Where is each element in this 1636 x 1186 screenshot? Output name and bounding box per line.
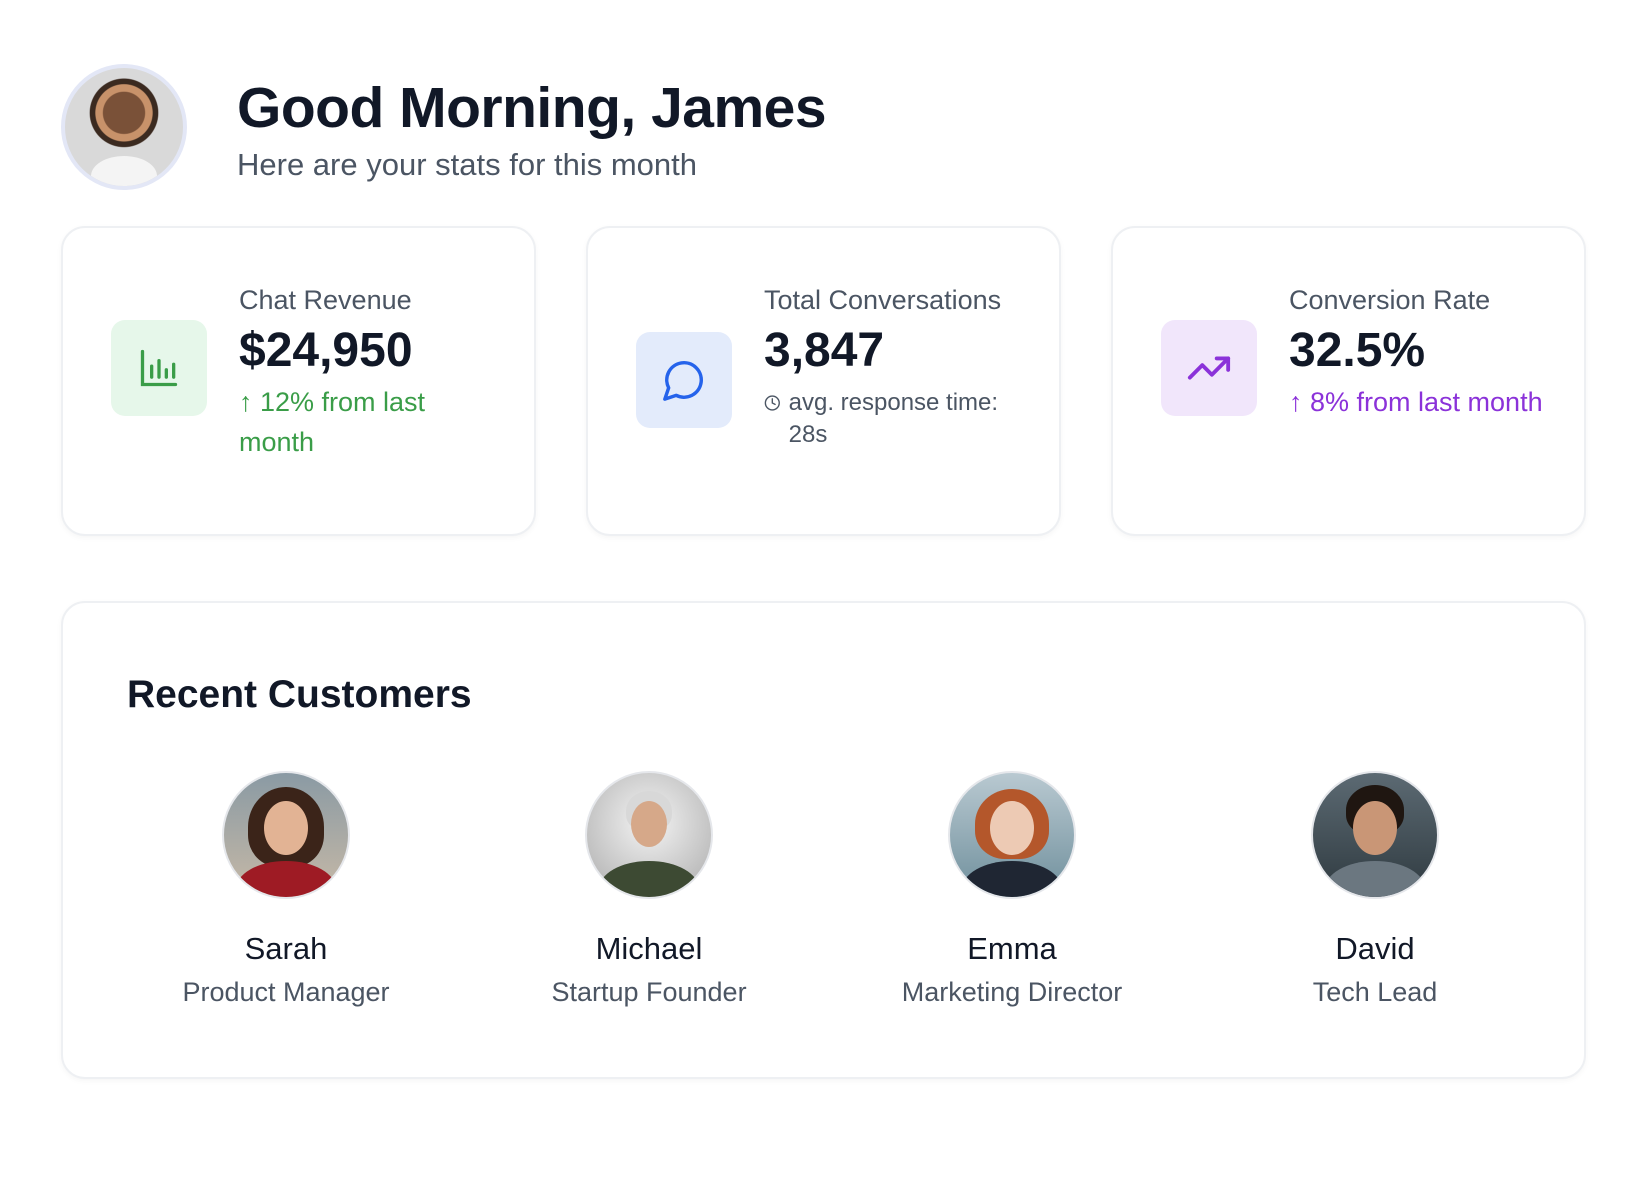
clock-icon	[764, 395, 780, 411]
stat-card-conversion[interactable]: Conversion Rate 32.5% ↑ 8% from last mon…	[1111, 226, 1586, 536]
customer-role: Tech Lead	[1312, 977, 1438, 1007]
recent-customers-title: Recent Customers	[127, 673, 472, 716]
stats-row: Chat Revenue $24,950 ↑ 12% from last mon…	[61, 226, 1586, 536]
stat-label: Total Conversations	[764, 285, 1002, 315]
customer-avatar	[948, 771, 1076, 899]
customer-item[interactable]: David Tech Lead	[1225, 771, 1525, 1009]
customer-item[interactable]: Michael Startup Founder	[499, 771, 799, 1009]
customer-role: Product Manager	[182, 977, 390, 1007]
response-time-text: avg. response time: 28s	[788, 389, 999, 448]
stat-label: Chat Revenue	[239, 285, 412, 315]
response-time: avg. response time: 28s	[764, 387, 1024, 451]
stat-value: 32.5%	[1289, 324, 1426, 377]
customer-item[interactable]: Sarah Product Manager	[136, 771, 436, 1009]
stat-value: $24,950	[239, 324, 413, 377]
customer-avatar	[222, 771, 350, 899]
customer-avatar	[1311, 771, 1439, 899]
greeting-title: Good Morning, James	[237, 76, 827, 140]
customer-role: Marketing Director	[901, 977, 1123, 1007]
trending-up-icon	[1161, 320, 1257, 416]
header: Good Morning, James Here are your stats …	[61, 64, 827, 190]
stat-trend: ↑ 12% from last month	[239, 387, 426, 457]
customer-item[interactable]: Emma Marketing Director	[862, 771, 1162, 1009]
greeting-subtitle: Here are your stats for this month	[237, 147, 698, 182]
bar-chart-icon	[111, 320, 207, 416]
customer-name: Emma	[967, 931, 1057, 966]
stat-card-revenue[interactable]: Chat Revenue $24,950 ↑ 12% from last mon…	[61, 226, 536, 536]
customer-name: David	[1335, 931, 1415, 966]
customer-role: Startup Founder	[551, 977, 747, 1007]
user-avatar[interactable]	[61, 64, 187, 190]
customer-name: Michael	[595, 931, 703, 966]
customer-name: Sarah	[244, 931, 328, 966]
recent-customers-card: Recent Customers Sarah Product Manager M…	[61, 601, 1586, 1079]
header-text: Good Morning, James Here are your stats …	[237, 73, 827, 185]
stat-value: 3,847	[764, 324, 885, 377]
customer-avatar	[585, 771, 713, 899]
stat-label: Conversion Rate	[1289, 285, 1491, 315]
chat-bubble-icon	[636, 332, 732, 428]
stat-card-conversations[interactable]: Total Conversations 3,847 avg. response …	[586, 226, 1061, 536]
stat-trend: ↑ 8% from last month	[1289, 387, 1543, 417]
